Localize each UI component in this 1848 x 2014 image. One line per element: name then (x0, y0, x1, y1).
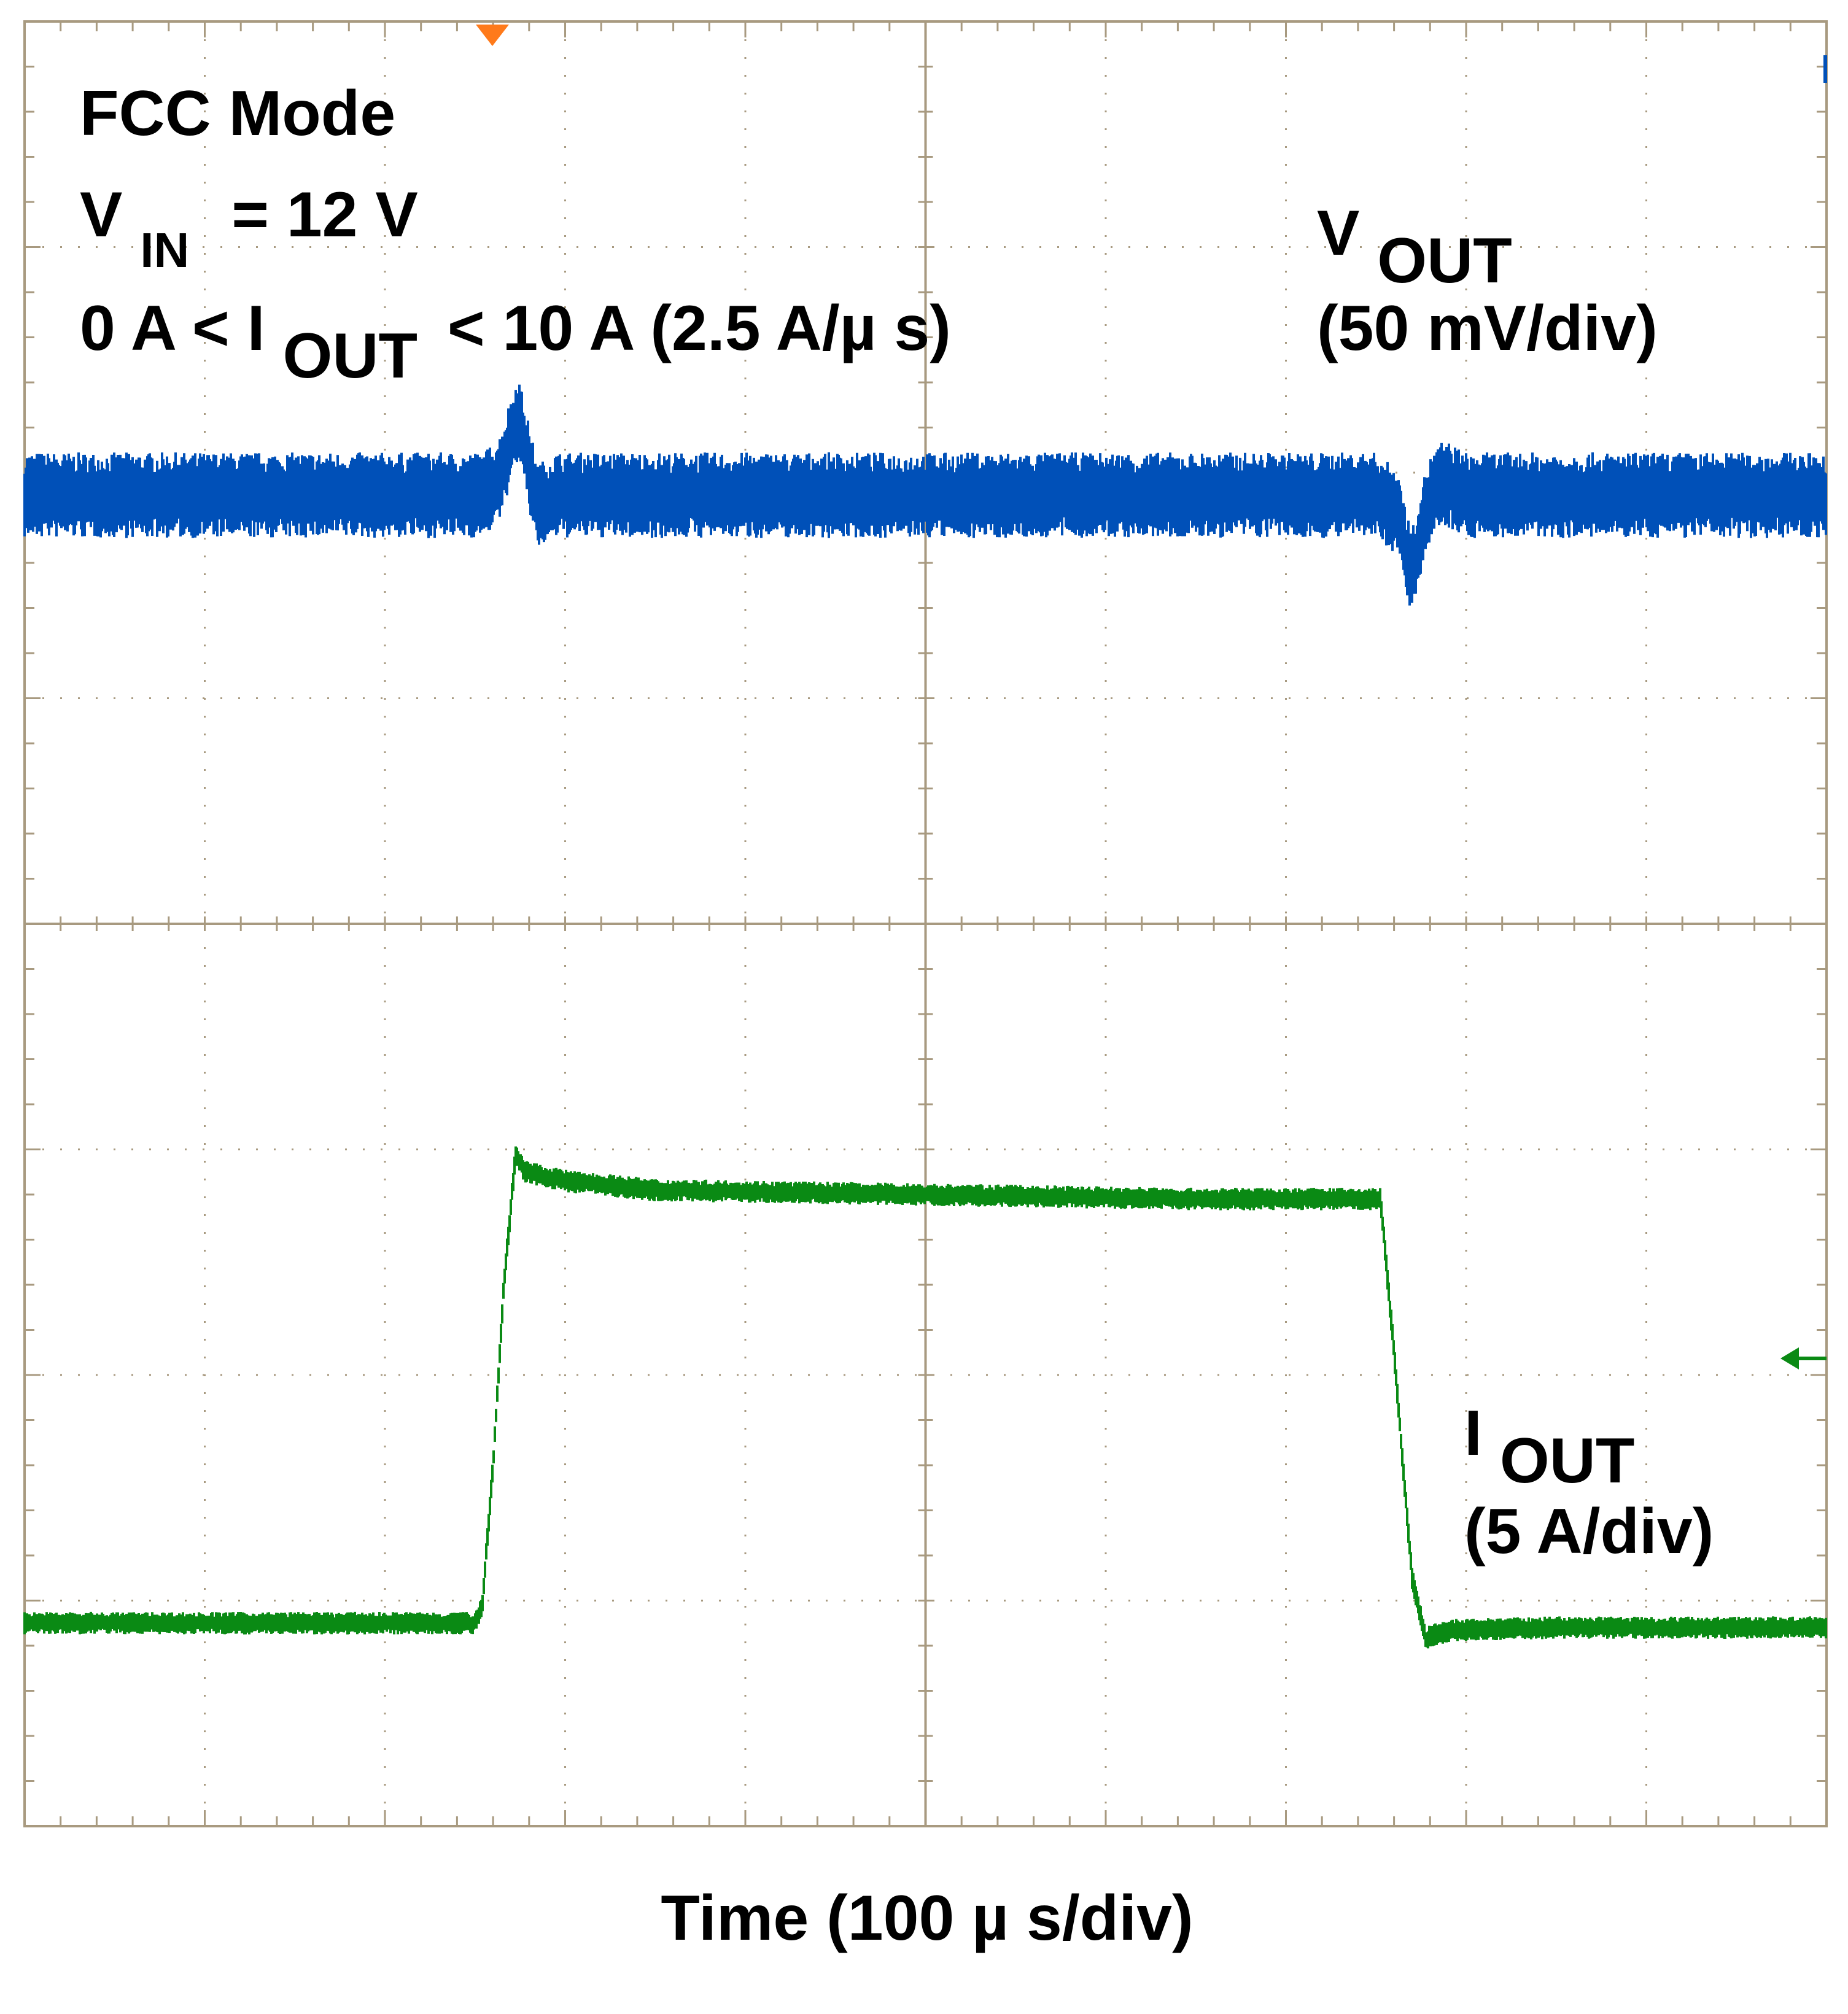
vin-subscript: IN (140, 223, 189, 277)
iout-subscript: OUT (1500, 1425, 1635, 1497)
iout-prefix: I (1464, 1398, 1482, 1469)
graticule (23, 20, 1828, 1827)
vin-suffix: = 12 V (231, 179, 418, 250)
iout-range-label: 0 A < I OUT < 10 A (2.5 A/µ s) (80, 293, 951, 392)
mode-label: FCC Mode (80, 78, 395, 149)
iout-range-subscript: OUT (282, 320, 417, 392)
iout-scale-label: (5 A/div) (1464, 1496, 1714, 1567)
vin-label: V IN = 12 V (80, 179, 418, 281)
ch1-level-marker-icon (1780, 1347, 1827, 1369)
vin-prefix: V (80, 179, 122, 250)
iout-trace (23, 1146, 1827, 1649)
iout-range-prefix: 0 A < I (80, 293, 265, 364)
x-axis-title: Time (100 µ s/div) (661, 1883, 1193, 1954)
vout-scale-label: (50 mV/div) (1317, 293, 1658, 364)
iout-label: I OUT (1464, 1398, 1634, 1497)
vout-prefix: V (1317, 198, 1359, 269)
trigger-marker-icon (476, 25, 509, 46)
iout-range-suffix: < 10 A (2.5 A/µ s) (448, 293, 951, 364)
vout-trace (23, 384, 1827, 606)
vout-subscript: OUT (1377, 225, 1512, 296)
traces-layer (23, 384, 1827, 1649)
vout-label: V OUT (1317, 198, 1512, 296)
